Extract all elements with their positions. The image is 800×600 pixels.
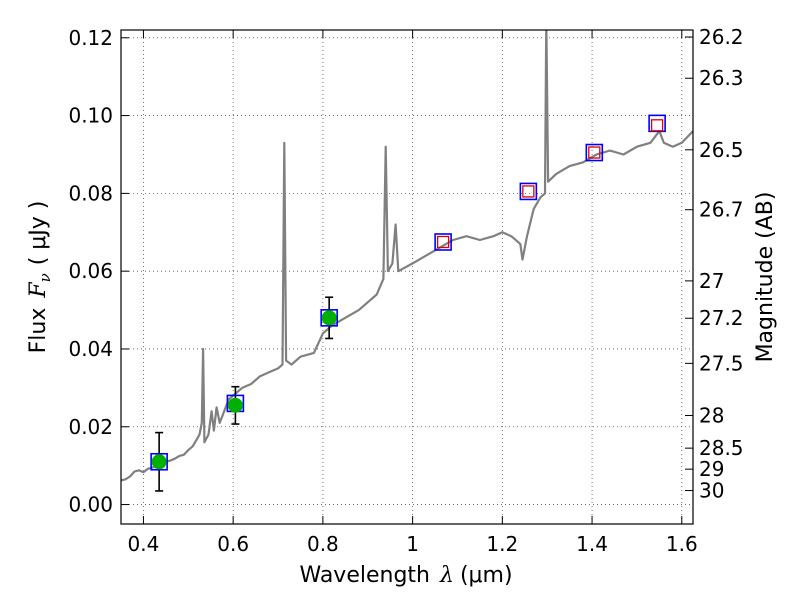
y2-tick-label: 28.5 xyxy=(699,436,744,460)
model-square-marker xyxy=(519,182,538,201)
x-tick-label: 1.6 xyxy=(666,532,698,556)
upper-limit-square-marker xyxy=(650,119,664,132)
x-tick-label: 1.4 xyxy=(576,532,608,556)
y2-tick-label: 27.5 xyxy=(699,351,744,375)
y-tick-label: 0.10 xyxy=(68,104,113,128)
y-axis-label: FluxFν( μJy ) xyxy=(26,201,54,354)
observed-circle-marker xyxy=(321,310,337,326)
y-axis-ticks: 0.00 0.02 0.04 0.06 0.08 0.10 0.12 xyxy=(68,26,129,517)
y2-tick-label: 26.7 xyxy=(699,198,744,222)
upper-limit-square-marker xyxy=(436,235,450,249)
upper-limit-square-marker xyxy=(588,146,601,159)
y2-tick-label: 27.2 xyxy=(699,306,744,330)
y-tick-label: 0.08 xyxy=(68,181,113,205)
plot-frame xyxy=(120,29,694,525)
y2-tick-label: 29 xyxy=(699,457,724,481)
spectrum-line xyxy=(121,30,693,482)
spectrum-layer xyxy=(121,30,693,482)
upper-limit-square-marker xyxy=(522,185,535,198)
y2-tick-label: 26.2 xyxy=(699,25,744,49)
y-tick-label: 0.06 xyxy=(68,259,113,283)
plot-area xyxy=(121,30,693,524)
y-tick-label: 0.00 xyxy=(68,493,113,517)
y2-tick-label: 27 xyxy=(699,269,724,293)
points-layer xyxy=(150,114,666,492)
y2-tick-label: 26.3 xyxy=(699,66,744,90)
y-tick-label: 0.02 xyxy=(68,415,113,439)
y2-tick-label: 28 xyxy=(699,403,724,427)
x-tick-label: 0.4 xyxy=(128,532,160,556)
observed-circle-marker xyxy=(151,454,167,470)
observed-circle-marker xyxy=(227,397,243,413)
x-axis-ticks: 0.4 0.6 0.8 1 1.2 1.4 1.6 xyxy=(128,30,698,556)
y2-axis-label: Magnitude (AB) xyxy=(753,192,778,363)
model-square-marker xyxy=(320,309,338,327)
x-tick-label: 1.2 xyxy=(486,532,518,556)
x-tick-label: 0.8 xyxy=(307,532,339,556)
y-tick-label: 0.12 xyxy=(68,26,113,50)
y-tick-label: 0.04 xyxy=(68,337,113,361)
y2-tick-label: 30 xyxy=(699,479,724,503)
x-tick-label: 1 xyxy=(406,532,419,556)
model-square-marker xyxy=(150,452,168,471)
x-tick-label: 0.6 xyxy=(217,532,249,556)
model-square-marker xyxy=(585,143,604,162)
y2-tick-label: 26.5 xyxy=(699,138,744,162)
model-square-marker xyxy=(434,233,452,251)
grid xyxy=(121,30,693,524)
x-axis-label: Wavelength λ (μm) xyxy=(299,563,512,588)
